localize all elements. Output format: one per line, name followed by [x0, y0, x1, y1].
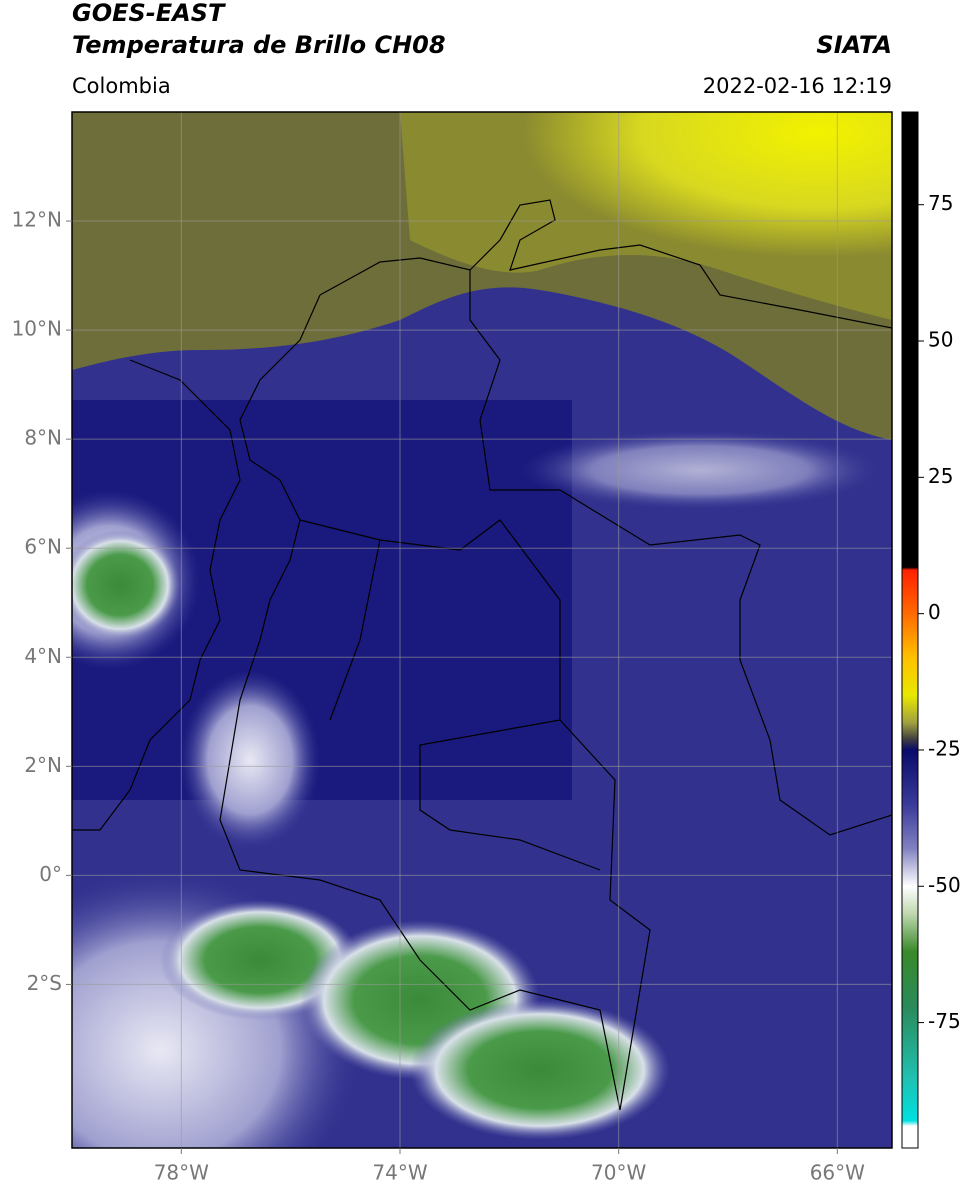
lat-label: 6°N — [24, 535, 62, 559]
lat-label: 12°N — [12, 208, 62, 232]
lat-label: 2°S — [27, 971, 62, 995]
colorbar-label: 25 — [928, 464, 953, 488]
lon-label: 70°W — [591, 1161, 646, 1185]
source: SIATA — [816, 31, 892, 59]
colorbar-label: 50 — [928, 328, 953, 352]
satellite-image — [72, 112, 892, 1148]
lat-label: 8°N — [24, 426, 62, 450]
region: Colombia — [72, 74, 171, 98]
map-frame — [71, 111, 893, 1149]
lon-label: 74°W — [372, 1161, 427, 1185]
colorbar-label: -25 — [928, 736, 961, 760]
colorbar-label: -50 — [928, 873, 961, 897]
lat-label: 4°N — [24, 644, 62, 668]
title: GOES-EAST — [72, 0, 226, 27]
lon-label: 78°W — [154, 1161, 209, 1185]
colorbar-label: 0 — [928, 600, 941, 624]
lat-label: 2°N — [24, 753, 62, 777]
subtitle: Temperatura de Brillo CH08 — [72, 31, 446, 59]
lat-label: 0° — [39, 862, 62, 886]
colorbar-label: -75 — [928, 1009, 961, 1033]
colorbar — [901, 111, 919, 1149]
graticule — [72, 112, 892, 1148]
colorbar-label: 75 — [928, 191, 953, 215]
lon-label: 66°W — [810, 1161, 865, 1185]
lat-label: 10°N — [12, 317, 62, 341]
datetime: 2022-02-16 12:19 — [703, 74, 892, 98]
